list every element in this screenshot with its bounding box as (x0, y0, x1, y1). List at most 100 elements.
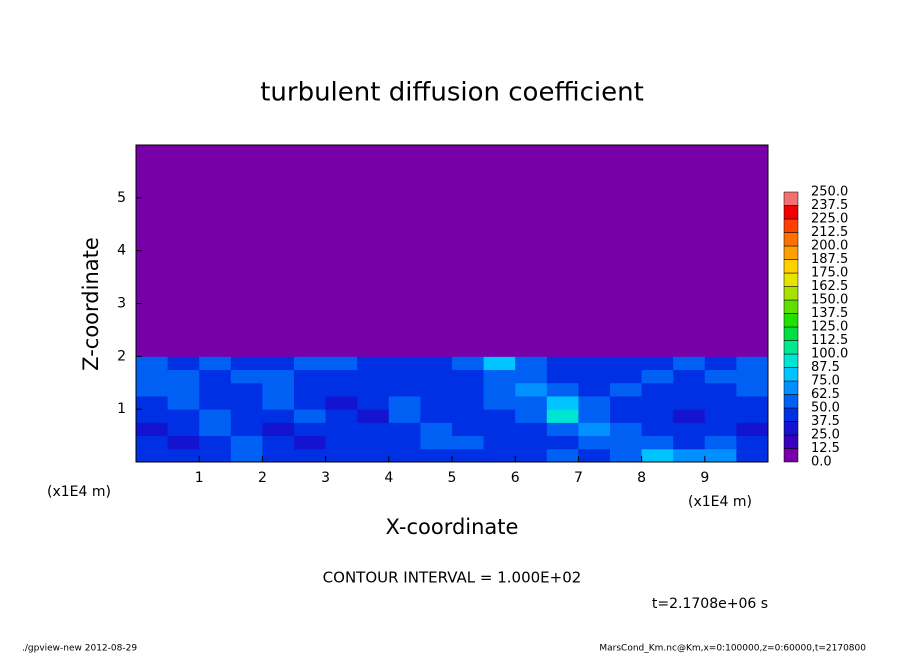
cell (704, 395, 737, 410)
cell (546, 356, 579, 371)
cell (736, 145, 769, 357)
colorbar-label: 100.0 (811, 347, 848, 362)
cell (167, 369, 200, 384)
cell (610, 395, 643, 410)
cell (167, 435, 200, 450)
cell (610, 382, 643, 397)
x-axis-label: X-coordinate (386, 515, 519, 539)
colorbar-swatch (783, 299, 799, 314)
colorbar-label: 0.0 (811, 455, 832, 470)
cell (262, 382, 295, 397)
cell (420, 369, 453, 384)
colorbar-label: 250.0 (811, 185, 848, 200)
cell (294, 422, 327, 437)
cell (199, 435, 232, 450)
cell (673, 409, 706, 423)
cell (136, 356, 169, 371)
cell (673, 395, 706, 410)
cell (704, 409, 737, 423)
colorbar-label: 112.5 (811, 333, 848, 348)
cell (736, 395, 769, 410)
cell (357, 369, 390, 384)
cell (325, 395, 358, 410)
x-tick-label: 8 (637, 470, 646, 486)
cell (546, 409, 579, 423)
cell (546, 145, 579, 357)
cell (357, 409, 390, 423)
time-label: t=2.1708e+06 s (652, 596, 768, 612)
cell (452, 395, 485, 410)
cell (641, 356, 674, 371)
cell (357, 356, 390, 371)
cell (167, 145, 200, 357)
cell (610, 356, 643, 371)
cell (452, 409, 485, 423)
cell (546, 435, 579, 450)
cell (673, 369, 706, 384)
colorbar-swatch (783, 218, 799, 233)
cell (704, 356, 737, 371)
cell (420, 395, 453, 410)
cell (136, 369, 169, 384)
cell (230, 145, 263, 357)
colorbar-label: 175.0 (811, 266, 848, 281)
x-tick-label: 7 (574, 470, 583, 486)
cell (294, 395, 327, 410)
cell (325, 435, 358, 450)
cell (167, 382, 200, 397)
cell (199, 448, 232, 463)
cell (452, 145, 485, 357)
cell (578, 395, 611, 410)
cell (167, 395, 200, 410)
y-tick-label: 4 (117, 243, 126, 259)
colorbar-label: 137.5 (811, 306, 848, 321)
colorbar-swatch (783, 272, 799, 287)
cell (641, 409, 674, 423)
cell (704, 422, 737, 437)
cell (294, 448, 327, 463)
cell (388, 448, 421, 463)
cell (388, 356, 421, 371)
colorbar-swatch (783, 353, 799, 368)
cell (357, 435, 390, 450)
cell (167, 409, 200, 423)
colorbar-label: 162.5 (811, 279, 848, 294)
cell (262, 369, 295, 384)
y-tick-label: 2 (117, 348, 126, 364)
y-tick-label: 5 (117, 190, 126, 206)
cell (420, 145, 453, 357)
cell (610, 409, 643, 423)
cell (515, 422, 548, 437)
x-tick-label: 6 (511, 470, 520, 486)
cell (230, 448, 263, 463)
cell (483, 145, 516, 357)
cell (673, 435, 706, 450)
x-tick-label: 1 (195, 470, 204, 486)
cell (357, 395, 390, 410)
cell (452, 382, 485, 397)
x-tick-label: 3 (321, 470, 330, 486)
cell (515, 409, 548, 423)
cell (420, 448, 453, 463)
cell (420, 422, 453, 437)
cell (262, 409, 295, 423)
colorbar-swatch (783, 448, 799, 463)
cell (230, 422, 263, 437)
cell (641, 145, 674, 357)
cell (325, 382, 358, 397)
cell (262, 435, 295, 450)
cell (641, 395, 674, 410)
cell (515, 356, 548, 371)
colorbar-swatch (783, 313, 799, 328)
cell (294, 435, 327, 450)
colorbar-swatch (783, 245, 799, 260)
colorbar-swatch (783, 421, 799, 436)
colorbar-label: 12.5 (811, 441, 840, 456)
cell (199, 409, 232, 423)
cell (483, 409, 516, 423)
cell (578, 409, 611, 423)
colorbar-label: 87.5 (811, 360, 840, 375)
cell (704, 448, 737, 463)
cell (673, 448, 706, 463)
cell (578, 422, 611, 437)
